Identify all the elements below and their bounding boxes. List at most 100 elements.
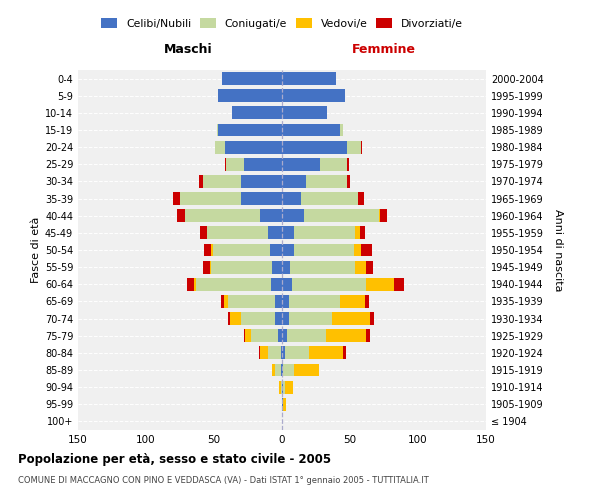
Bar xyxy=(294,364,319,376)
Bar xyxy=(218,124,282,136)
Bar xyxy=(285,380,293,394)
Bar xyxy=(217,124,218,136)
Bar xyxy=(282,312,289,325)
Bar xyxy=(226,158,244,170)
Bar xyxy=(245,330,251,342)
Bar xyxy=(275,295,282,308)
Bar xyxy=(282,244,294,256)
Bar xyxy=(282,192,301,205)
Bar xyxy=(279,380,281,394)
Bar xyxy=(282,90,344,102)
Bar xyxy=(282,158,320,170)
Bar xyxy=(275,364,281,376)
Bar xyxy=(380,210,387,222)
Bar xyxy=(260,210,282,222)
Bar xyxy=(359,226,365,239)
Bar xyxy=(283,398,286,410)
Bar xyxy=(212,244,270,256)
Bar xyxy=(287,330,326,342)
Bar xyxy=(230,312,241,325)
Bar xyxy=(367,260,373,274)
Bar xyxy=(326,330,367,342)
Bar xyxy=(225,140,282,153)
Bar xyxy=(301,192,358,205)
Y-axis label: Fasce di età: Fasce di età xyxy=(31,217,41,283)
Bar xyxy=(241,312,275,325)
Bar xyxy=(283,364,294,376)
Bar xyxy=(285,346,309,360)
Bar xyxy=(203,260,210,274)
Bar xyxy=(199,175,203,188)
Bar xyxy=(289,295,340,308)
Text: Femmine: Femmine xyxy=(352,42,416,56)
Bar xyxy=(173,192,180,205)
Bar xyxy=(211,244,212,256)
Bar xyxy=(347,158,349,170)
Bar xyxy=(282,124,340,136)
Bar xyxy=(307,175,347,188)
Bar xyxy=(282,330,287,342)
Bar xyxy=(281,364,282,376)
Bar xyxy=(232,106,282,120)
Text: Maschi: Maschi xyxy=(164,42,212,56)
Bar xyxy=(282,278,292,290)
Bar xyxy=(283,380,285,394)
Bar xyxy=(200,226,207,239)
Bar xyxy=(244,330,245,342)
Bar xyxy=(177,210,185,222)
Bar xyxy=(361,244,372,256)
Bar xyxy=(278,330,282,342)
Bar xyxy=(205,244,211,256)
Bar xyxy=(275,312,282,325)
Bar xyxy=(354,244,361,256)
Bar xyxy=(272,364,275,376)
Bar xyxy=(355,260,367,274)
Bar xyxy=(207,226,268,239)
Bar xyxy=(194,278,196,290)
Bar xyxy=(294,226,355,239)
Text: Popolazione per età, sesso e stato civile - 2005: Popolazione per età, sesso e stato civil… xyxy=(18,452,331,466)
Bar xyxy=(294,244,354,256)
Bar xyxy=(379,210,380,222)
Bar xyxy=(196,278,271,290)
Bar xyxy=(367,278,394,290)
Bar xyxy=(260,346,268,360)
Bar xyxy=(222,72,282,85)
Bar xyxy=(365,295,369,308)
Bar xyxy=(211,260,272,274)
Bar xyxy=(340,295,365,308)
Bar xyxy=(367,330,370,342)
Legend: Celibi/Nubili, Coniugati/e, Vedovi/e, Divorziati/e: Celibi/Nubili, Coniugati/e, Vedovi/e, Di… xyxy=(101,18,463,28)
Bar xyxy=(180,192,241,205)
Bar xyxy=(218,90,282,102)
Bar xyxy=(282,364,283,376)
Bar xyxy=(320,158,347,170)
Bar xyxy=(282,380,283,394)
Bar xyxy=(241,192,282,205)
Bar xyxy=(361,140,362,153)
Bar xyxy=(251,330,278,342)
Bar xyxy=(332,312,370,325)
Bar xyxy=(343,346,346,360)
Bar xyxy=(203,175,241,188)
Bar xyxy=(358,192,364,205)
Bar xyxy=(281,380,282,394)
Bar xyxy=(282,295,289,308)
Bar xyxy=(259,346,260,360)
Bar xyxy=(347,175,350,188)
Bar xyxy=(210,260,211,274)
Bar xyxy=(282,106,327,120)
Bar xyxy=(309,346,343,360)
Bar xyxy=(282,175,307,188)
Bar xyxy=(272,260,282,274)
Bar xyxy=(187,278,194,290)
Bar xyxy=(282,140,347,153)
Bar xyxy=(282,226,294,239)
Bar xyxy=(271,278,282,290)
Bar xyxy=(290,260,355,274)
Bar xyxy=(244,158,282,170)
Bar xyxy=(282,398,283,410)
Bar xyxy=(282,346,285,360)
Bar xyxy=(394,278,404,290)
Bar xyxy=(241,175,282,188)
